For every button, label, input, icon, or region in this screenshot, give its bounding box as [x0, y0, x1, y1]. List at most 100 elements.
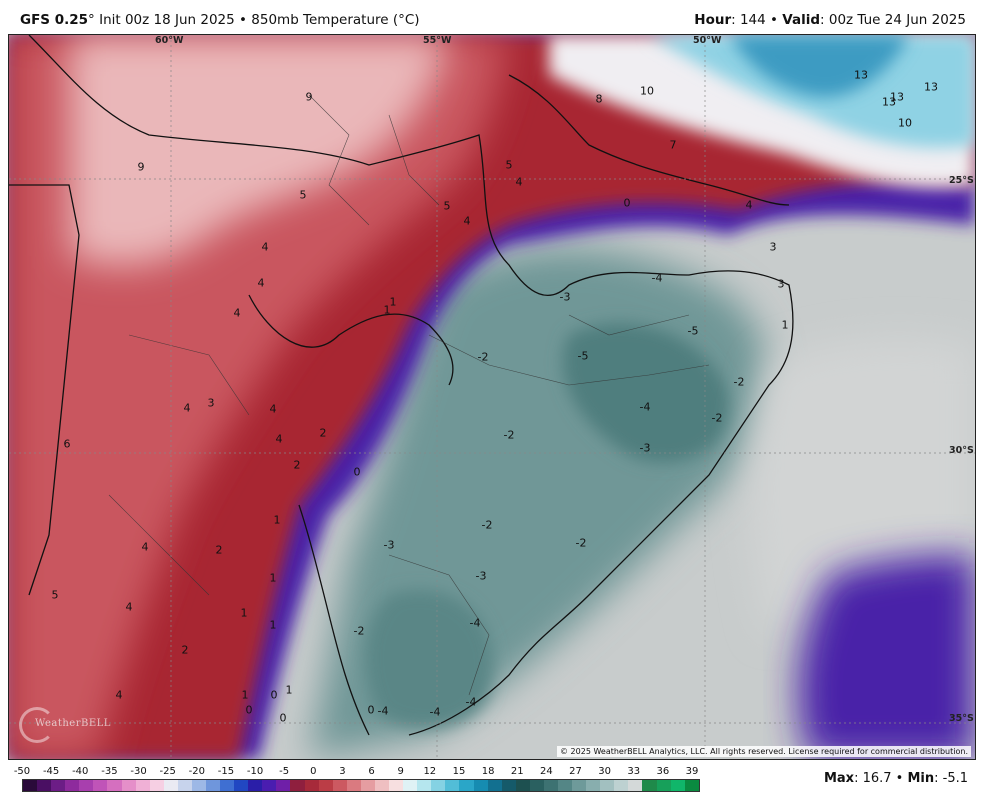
temperature-value-label: 1	[285, 683, 293, 697]
colorbar-tick-label: 21	[510, 766, 524, 777]
colorbar-swatch	[586, 780, 601, 791]
colorbar-swatch	[276, 780, 291, 791]
temperature-value-label: 0	[270, 688, 278, 702]
colorbar-swatch	[318, 780, 333, 791]
temperature-value-label: 13	[924, 80, 938, 94]
temperature-value-label: 4	[745, 198, 753, 212]
temperature-value-label: 0	[367, 703, 375, 717]
colorbar-swatch	[487, 780, 502, 791]
colorbar-tick-label: 24	[539, 766, 553, 777]
temperature-value-label: -2	[733, 375, 745, 389]
temperature-value-label: 4	[463, 214, 471, 228]
colorbar-tick-label: 36	[656, 766, 670, 777]
colorbar-swatch	[684, 780, 699, 791]
temperature-value-label: 3	[777, 277, 785, 291]
temperature-value-label: 5	[443, 199, 451, 213]
temperature-value-label: 4	[141, 540, 149, 554]
temperature-value-label: 10	[640, 84, 654, 98]
colorbar-swatch	[557, 780, 573, 791]
temperature-value-label: 3	[769, 240, 777, 254]
longitude-label-60w: 60°W	[155, 35, 184, 46]
colorbar-swatch	[79, 780, 94, 791]
valid-value: : 00z Tue 24 Jun 2025	[820, 12, 966, 28]
colorbar-swatch	[304, 780, 319, 791]
cold-core-south	[365, 589, 493, 729]
temperature-value-label: 5	[51, 588, 59, 602]
min-value: : -5.1	[934, 771, 968, 786]
temperature-value-label: 5	[505, 158, 513, 172]
colorbar-swatch	[191, 780, 207, 791]
temperature-value-label: 4	[183, 401, 191, 415]
longitude-label-50w: 50°W	[693, 35, 722, 46]
colorbar-swatch	[572, 780, 587, 791]
colorbar-tick-label: -45	[42, 766, 60, 777]
temperature-value-label: 9	[305, 90, 313, 104]
temperature-value-label: -4	[639, 400, 651, 414]
colorbar-swatch	[177, 780, 192, 791]
temperature-value-label: -4	[465, 695, 477, 709]
colorbar-swatch	[389, 780, 404, 791]
colorbar-tick-label: -30	[130, 766, 147, 777]
longitude-label-55w: 55°W	[423, 35, 452, 46]
colorbar-tick-label: -50	[13, 766, 31, 777]
colorbar-swatch	[149, 780, 164, 791]
ne-blue	[729, 35, 909, 97]
colorbar-swatch	[234, 780, 249, 791]
colorbar-swatch	[501, 780, 516, 791]
colorbar-swatch	[417, 780, 432, 791]
temperature-value-label: 6	[63, 437, 71, 451]
warmest-north	[69, 35, 449, 266]
colorbar-swatch	[37, 780, 52, 791]
temperature-value-label: 2	[293, 458, 301, 472]
colorbar-swatch	[445, 780, 460, 791]
colorbar-swatch	[374, 780, 390, 791]
temperature-value-label: 1	[240, 606, 248, 620]
temperature-map[interactable]: 60°W 55°W 50°W 25°S 30°S 35°S 9 8 10 7 13 13 1…	[8, 34, 976, 760]
colorbar-swatch	[163, 780, 178, 791]
map-title: GFS 0.25° Init 00z 18 Jun 2025 • 850mb T…	[20, 12, 420, 28]
logo-swirl-icon	[19, 707, 55, 743]
temperature-value-label: 2	[319, 426, 327, 440]
map-canvas	[9, 35, 975, 759]
valid-label: Valid	[782, 12, 821, 28]
colorbar-swatch	[51, 780, 66, 791]
temperature-value-label: -4	[429, 705, 441, 719]
max-value: : 16.7 •	[854, 771, 908, 786]
temperature-value-label: 0	[245, 703, 253, 717]
colorbar-swatch	[332, 780, 347, 791]
colorbar-tick-label: -5	[279, 766, 290, 777]
latitude-label-35s: 35°S	[949, 713, 974, 724]
colorbar-tick-label: 39	[685, 766, 699, 777]
temperature-value-label: 5	[299, 188, 307, 202]
hour-label: Hour	[694, 12, 732, 28]
colorbar-swatch	[515, 780, 530, 791]
colorbar-tick-label: -10	[246, 766, 264, 777]
temperature-value-label: 7	[669, 138, 677, 152]
colorbar-ticks: -50 -45 -40 -35 -30 -25 -20 -15 -10 -5 0 3 6 9 12 15 18 2…	[14, 766, 704, 778]
colorbar-tick-label: 33	[627, 766, 641, 777]
temperature-value-label: -2	[353, 624, 365, 638]
temperature-colorbar	[22, 779, 700, 792]
temperature-value-label: -2	[503, 428, 515, 442]
colorbar-swatch	[220, 780, 235, 791]
colorbar-tick-label: 27	[569, 766, 582, 777]
temperature-value-label: -2	[575, 536, 587, 550]
max-label: Max	[823, 771, 855, 786]
colorbar-tick-label: 30	[598, 766, 611, 777]
colorbar-swatch	[459, 780, 474, 791]
state-borders	[108, 94, 710, 696]
temperature-value-label: 3	[207, 396, 215, 410]
min-label: Min	[907, 771, 935, 786]
temperature-value-label: 0	[623, 196, 631, 210]
temperature-value-label: 1	[269, 618, 277, 632]
temperature-value-label: -4	[469, 616, 481, 630]
colorbar-swatch	[135, 780, 150, 791]
temperature-value-label: 4	[257, 276, 265, 290]
colorbar-swatch	[93, 780, 108, 791]
colorbar-tick-label: 12	[423, 766, 437, 777]
temperature-value-label: 2	[181, 643, 189, 657]
colorbar-tick-label: -15	[217, 766, 235, 777]
temperature-value-label: -4	[377, 704, 389, 718]
temperature-value-label: 4	[125, 600, 133, 614]
colorbar-swatch	[600, 780, 615, 791]
